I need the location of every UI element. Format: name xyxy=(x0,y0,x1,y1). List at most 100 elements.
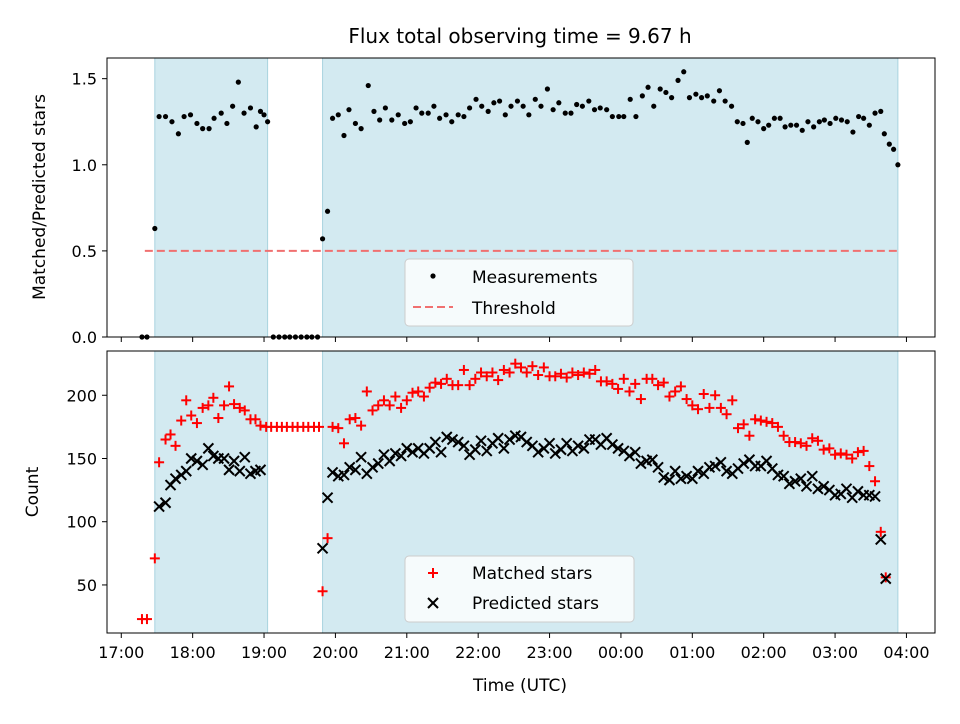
measurement-point xyxy=(591,107,598,113)
matched-star-point xyxy=(858,445,869,456)
matched-star-point xyxy=(170,440,181,451)
matched-star-point xyxy=(333,423,344,434)
top-y-tick-label: 1.5 xyxy=(72,70,97,89)
matched-star-point xyxy=(704,402,715,413)
predicted-star-point xyxy=(223,464,235,476)
measurement-point xyxy=(711,98,717,104)
matched-stars-points xyxy=(136,358,891,625)
matched-star-point xyxy=(578,367,589,378)
measurement-point xyxy=(856,113,862,120)
predicted-star-point xyxy=(321,491,334,504)
measurement-point xyxy=(716,88,723,94)
top-panel: 0.0 0.5 1.0 1.5 Matched/Predicted stars Mea… xyxy=(30,57,936,347)
measurement-point xyxy=(895,162,901,168)
matched-star-point xyxy=(141,614,152,625)
measurement-point xyxy=(371,108,377,114)
predicted-star-point xyxy=(806,470,818,482)
measurement-point xyxy=(538,103,544,109)
matched-star-point xyxy=(413,386,424,397)
measurement-point xyxy=(425,110,431,116)
matched-star-point xyxy=(841,449,852,460)
measurement-point xyxy=(449,119,455,125)
matched-star-point xyxy=(418,391,429,402)
matched-star-point xyxy=(356,420,367,431)
measurement-point xyxy=(235,79,241,85)
measurement-point xyxy=(579,103,585,109)
measurement-point xyxy=(704,93,710,99)
measurement-point xyxy=(766,122,772,128)
measurement-point xyxy=(467,105,473,111)
predicted-star-point xyxy=(737,457,750,470)
predicted-star-point xyxy=(395,450,407,462)
measurement-point xyxy=(152,225,158,232)
matched-star-point xyxy=(350,413,361,424)
matched-star-point xyxy=(384,400,395,411)
predicted-star-point xyxy=(254,464,267,476)
measurement-point xyxy=(496,98,503,104)
matched-star-point xyxy=(424,382,435,393)
measurement-point xyxy=(616,113,622,120)
measurement-point xyxy=(437,115,443,121)
matched-legend-label: Matched stars xyxy=(472,564,592,584)
matched-star-point xyxy=(613,383,624,394)
measurement-point xyxy=(187,112,194,118)
matched-star-point xyxy=(464,380,475,391)
bottom-panel: 17:00 18:00 19:00 20:00 21:00 22:00 23:00 00:00… xyxy=(23,350,936,696)
measurement-point xyxy=(793,122,800,128)
predicted-star-point xyxy=(458,440,470,452)
predicted-star-point xyxy=(429,436,442,448)
measurement-point xyxy=(352,120,358,127)
measurement-point xyxy=(550,107,556,113)
measurement-point xyxy=(621,113,627,120)
predicted-star-point xyxy=(355,451,367,463)
matched-star-point xyxy=(367,405,378,416)
matched-star-point xyxy=(584,368,595,379)
matched-star-point xyxy=(436,378,447,389)
measurement-point xyxy=(755,119,761,125)
predicted-star-point xyxy=(795,473,807,485)
predicted-star-point xyxy=(316,542,329,554)
matched-star-point xyxy=(555,368,566,379)
predicted-star-point xyxy=(783,478,796,490)
matched-star-point xyxy=(538,362,549,373)
predicted-star-point xyxy=(169,473,182,485)
measurement-point xyxy=(413,105,419,111)
measurement-point xyxy=(532,96,538,102)
measurement-point xyxy=(728,103,735,109)
predicted-legend-label: Predicted stars xyxy=(472,594,599,614)
predicted-star-point xyxy=(686,473,699,485)
predicted-star-point xyxy=(234,465,246,477)
matched-star-point xyxy=(165,429,176,440)
matched-star-point xyxy=(481,371,492,382)
matched-star-point xyxy=(778,430,789,441)
measurement-point xyxy=(358,126,364,132)
measurement-point xyxy=(461,113,467,120)
matched-star-point xyxy=(573,370,584,381)
measurement-point xyxy=(633,113,639,120)
x-tick-label: 23:00 xyxy=(526,643,572,662)
matched-star-point xyxy=(618,373,629,384)
matched-star-point xyxy=(313,421,324,432)
matched-star-point xyxy=(647,373,658,384)
measurement-point xyxy=(639,93,645,99)
predicted-star-point xyxy=(680,470,693,482)
matched-star-point xyxy=(154,457,165,468)
matched-star-point xyxy=(181,395,192,406)
measurement-point xyxy=(556,100,562,106)
measurement-point xyxy=(194,120,200,127)
top-y-ticks: 0.0 0.5 1.0 1.5 xyxy=(72,70,107,347)
measurement-point xyxy=(844,119,850,125)
measurement-point xyxy=(771,115,777,121)
matched-star-point xyxy=(390,391,401,402)
matched-legend-marker xyxy=(428,568,438,578)
matched-star-point xyxy=(772,421,783,432)
top-y-tick-label: 0.5 xyxy=(72,242,97,261)
measurement-point xyxy=(382,105,388,111)
predicted-star-point xyxy=(623,450,636,462)
matched-star-point xyxy=(710,390,721,401)
matched-star-point xyxy=(470,373,481,384)
matched-star-point xyxy=(835,448,846,459)
measurement-point xyxy=(253,124,259,130)
predicted-star-point xyxy=(185,452,197,465)
predicted-star-point xyxy=(446,433,459,446)
